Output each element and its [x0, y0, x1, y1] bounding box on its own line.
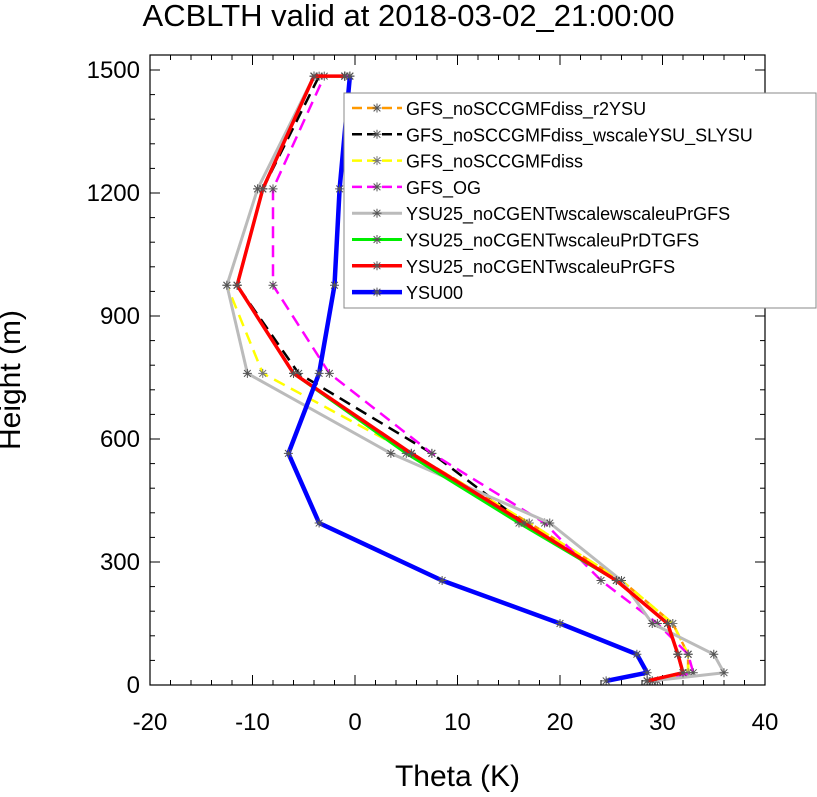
data-point: [314, 368, 324, 378]
data-point: [709, 649, 719, 659]
data-point: [524, 518, 534, 528]
legend-item: YSU25_noCGENTwscalewscaleuPrGFS: [352, 204, 730, 225]
legend-label: YSU00: [406, 283, 463, 303]
data-point: [268, 184, 278, 194]
data-point: [335, 184, 345, 194]
legend-marker: [372, 261, 382, 271]
data-point: [253, 184, 263, 194]
data-point: [242, 368, 252, 378]
legend-box: [343, 92, 817, 309]
data-point: [314, 518, 324, 528]
data-point: [324, 368, 334, 378]
legend-item: GFS_noSCCGMFdiss_r2YSU: [352, 99, 646, 120]
data-point: [642, 668, 652, 678]
data-point: [652, 619, 662, 628]
y-axis-label: Height (m): [0, 310, 27, 450]
x-tick-label: -10: [235, 709, 270, 736]
legend-item: YSU25_noCGENTwscaleuPrDTGFS: [352, 231, 699, 252]
legend-item: YSU00: [352, 283, 463, 303]
data-point: [340, 71, 350, 81]
data-point: [309, 71, 319, 81]
series-layer: [222, 71, 729, 686]
x-tick-label: -20: [133, 709, 168, 736]
data-point: [647, 619, 657, 628]
y-tick-label: 300: [100, 549, 140, 576]
legend-item: GFS_noSCCGMFdiss: [352, 152, 583, 173]
legend-marker: [372, 103, 382, 113]
data-point: [688, 668, 698, 678]
data-point: [663, 619, 673, 628]
data-point: [683, 668, 693, 678]
legend-marker: [372, 287, 382, 297]
data-point: [555, 619, 565, 628]
series-YSU25_noCGENTwscaleuPrGFS: [232, 71, 688, 686]
x-tick-label: 40: [752, 709, 779, 736]
data-point: [268, 280, 278, 290]
series-YSU00: [283, 71, 652, 686]
data-point: [406, 448, 416, 458]
data-point: [437, 575, 447, 585]
legend-marker: [372, 208, 382, 218]
data-point: [427, 448, 437, 458]
data-point: [232, 280, 242, 290]
data-point: [668, 619, 678, 628]
data-point: [222, 280, 232, 290]
data-point: [632, 649, 642, 659]
data-point: [719, 668, 729, 678]
legend-label: GFS_noSCCGMFdiss_wscaleYSU_SLYSU: [406, 125, 753, 146]
legend-marker: [372, 235, 382, 244]
data-point: [617, 575, 626, 585]
legend-label: YSU25_noCGENTwscaleuPrDTGFS: [406, 231, 699, 252]
data-point: [258, 184, 268, 194]
chart-title: ACBLTH valid at 2018-03-02_21:00:00: [142, 0, 675, 33]
data-point: [611, 575, 621, 585]
y-tick-label: 1200: [87, 180, 140, 207]
data-point: [514, 518, 524, 528]
data-point: [330, 280, 339, 290]
y-tick-label: 900: [100, 303, 140, 330]
tick-labels: -20 -10 0 10 20 30 40 0 300 600 900 1200 1500: [87, 57, 779, 736]
axis-ticks: [149, 55, 766, 686]
legend-item: GFS_OG: [352, 178, 481, 199]
legend-marker: [372, 182, 382, 192]
y-tick-label: 1500: [87, 57, 140, 84]
x-tick-label: 30: [649, 709, 676, 736]
legend-item: GFS_noSCCGMFdiss_wscaleYSU_SLYSU: [352, 125, 753, 146]
data-point: [545, 518, 555, 528]
x-axis-label: Theta (K): [395, 760, 520, 793]
x-tick-label: 10: [444, 709, 471, 736]
data-point: [283, 448, 293, 458]
y-tick-label: 0: [127, 672, 140, 699]
data-point: [386, 448, 396, 458]
data-point: [519, 518, 529, 528]
data-point: [596, 575, 606, 585]
x-tick-label: 0: [348, 709, 361, 736]
legend: GFS_noSCCGMFdiss_r2YSU GFS_noSCCGMFdiss_w…: [343, 92, 817, 309]
data-point: [401, 448, 411, 458]
legend-label: GFS_OG: [406, 178, 481, 199]
legend-label: YSU25_noCGENTwscalewscaleuPrGFS: [406, 204, 730, 225]
plot-frame: [149, 54, 766, 686]
legend-label: GFS_noSCCGMFdiss_r2YSU: [406, 99, 646, 120]
data-point: [345, 71, 355, 81]
legend-label: YSU25_noCGENTwscaleuPrGFS: [406, 257, 675, 278]
y-tick-label: 600: [100, 426, 140, 453]
legend-item: YSU25_noCGENTwscaleuPrGFS: [352, 257, 675, 278]
data-point: [540, 518, 550, 528]
data-point: [258, 368, 268, 378]
data-point: [673, 649, 683, 659]
data-point: [678, 668, 688, 678]
legend-label: GFS_noSCCGMFdiss: [406, 152, 583, 173]
data-point: [294, 368, 304, 378]
data-point: [601, 676, 611, 686]
data-point: [642, 676, 652, 686]
data-point: [683, 649, 693, 659]
series-line: [235, 74, 685, 683]
data-point: [289, 368, 298, 378]
legend-marker: [372, 156, 382, 166]
legend-marker: [372, 129, 382, 139]
x-tick-label: 20: [547, 709, 574, 736]
